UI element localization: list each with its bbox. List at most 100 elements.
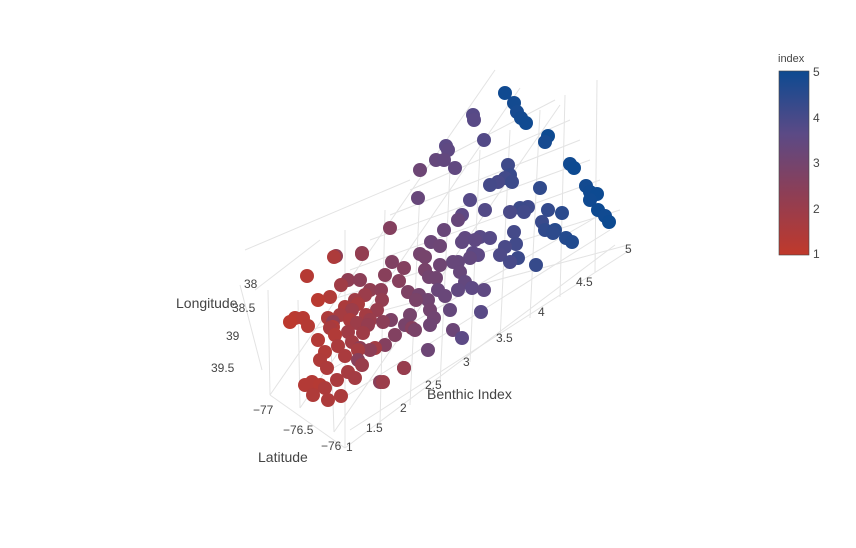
- data-point[interactable]: [463, 251, 477, 265]
- data-point[interactable]: [301, 319, 315, 333]
- data-point[interactable]: [321, 393, 335, 407]
- zaxis-tick: 5: [625, 242, 632, 256]
- data-point[interactable]: [378, 268, 392, 282]
- data-point[interactable]: [338, 349, 352, 363]
- data-point[interactable]: [433, 258, 447, 272]
- data-point[interactable]: [438, 289, 452, 303]
- data-point[interactable]: [583, 193, 597, 207]
- data-point[interactable]: [409, 293, 423, 307]
- xaxis-tick: 38: [244, 277, 258, 291]
- data-point[interactable]: [376, 315, 390, 329]
- data-point[interactable]: [383, 221, 397, 235]
- colorbar: index 5 4 3 2 1: [778, 53, 820, 261]
- data-point[interactable]: [320, 361, 334, 375]
- data-point[interactable]: [411, 191, 425, 205]
- data-point[interactable]: [433, 239, 447, 253]
- data-point[interactable]: [370, 303, 384, 317]
- data-point[interactable]: [468, 233, 482, 247]
- data-point[interactable]: [327, 250, 341, 264]
- data-point[interactable]: [507, 225, 521, 239]
- data-point[interactable]: [546, 226, 560, 240]
- data-point[interactable]: [385, 255, 399, 269]
- zaxis-tick: 4.5: [576, 275, 593, 289]
- data-point[interactable]: [602, 215, 616, 229]
- data-point[interactable]: [498, 86, 512, 100]
- data-point[interactable]: [463, 193, 477, 207]
- data-point[interactable]: [356, 326, 370, 340]
- data-point[interactable]: [392, 274, 406, 288]
- data-point[interactable]: [477, 133, 491, 147]
- data-point[interactable]: [318, 381, 332, 395]
- data-point[interactable]: [334, 278, 348, 292]
- data-point[interactable]: [505, 175, 519, 189]
- data-point[interactable]: [565, 235, 579, 249]
- data-point[interactable]: [529, 258, 543, 272]
- data-point[interactable]: [446, 255, 460, 269]
- data-point[interactable]: [493, 248, 507, 262]
- data-point[interactable]: [300, 269, 314, 283]
- data-point[interactable]: [477, 283, 491, 297]
- zaxis-tick: 2: [400, 401, 407, 415]
- zaxis-tick: 2.5: [425, 378, 442, 392]
- data-point[interactable]: [348, 371, 362, 385]
- zaxis-tick: 1: [346, 440, 353, 454]
- data-point[interactable]: [355, 358, 369, 372]
- data-point[interactable]: [443, 303, 457, 317]
- data-point[interactable]: [451, 283, 465, 297]
- data-point[interactable]: [423, 318, 437, 332]
- data-point[interactable]: [298, 378, 312, 392]
- data-point[interactable]: [538, 135, 552, 149]
- data-point[interactable]: [311, 333, 325, 347]
- data-point[interactable]: [483, 231, 497, 245]
- data-point[interactable]: [483, 178, 497, 192]
- data-point[interactable]: [555, 206, 569, 220]
- data-point[interactable]: [429, 271, 443, 285]
- data-point[interactable]: [467, 113, 481, 127]
- data-point[interactable]: [331, 339, 345, 353]
- data-point[interactable]: [533, 181, 547, 195]
- data-point[interactable]: [509, 237, 523, 251]
- zaxis-tick: 3.5: [496, 331, 513, 345]
- data-point[interactable]: [478, 203, 492, 217]
- colorbar-tick: 3: [813, 156, 820, 170]
- data-point[interactable]: [567, 161, 581, 175]
- data-point[interactable]: [397, 361, 411, 375]
- data-point[interactable]: [355, 247, 369, 261]
- data-point[interactable]: [363, 343, 377, 357]
- data-point[interactable]: [451, 213, 465, 227]
- data-point[interactable]: [397, 261, 411, 275]
- data-point[interactable]: [519, 116, 533, 130]
- data-point[interactable]: [448, 161, 462, 175]
- data-point[interactable]: [474, 305, 488, 319]
- data-point[interactable]: [353, 273, 367, 287]
- data-point[interactable]: [376, 375, 390, 389]
- data-point[interactable]: [437, 223, 451, 237]
- data-point[interactable]: [503, 205, 517, 219]
- data-point[interactable]: [283, 315, 297, 329]
- zaxis-tick: 1.5: [366, 421, 383, 435]
- data-point[interactable]: [408, 323, 422, 337]
- data-point[interactable]: [323, 290, 337, 304]
- data-point[interactable]: [413, 163, 427, 177]
- data-point[interactable]: [328, 328, 342, 342]
- data-point[interactable]: [541, 203, 555, 217]
- data-point[interactable]: [517, 205, 531, 219]
- data-point[interactable]: [388, 328, 402, 342]
- data-point[interactable]: [334, 389, 348, 403]
- data-point[interactable]: [418, 250, 432, 264]
- xaxis-title: Longitude: [176, 295, 238, 311]
- data-point[interactable]: [421, 343, 435, 357]
- data-point[interactable]: [311, 293, 325, 307]
- colorbar-tick: 2: [813, 202, 820, 216]
- data-point[interactable]: [503, 255, 517, 269]
- data-point[interactable]: [465, 281, 479, 295]
- data-point[interactable]: [306, 388, 320, 402]
- data-point[interactable]: [351, 343, 365, 357]
- data-point[interactable]: [437, 153, 451, 167]
- zaxis-tick: 3: [463, 355, 470, 369]
- data-point[interactable]: [455, 235, 469, 249]
- data-point[interactable]: [446, 323, 460, 337]
- data-point[interactable]: [330, 373, 344, 387]
- data-point[interactable]: [455, 331, 469, 345]
